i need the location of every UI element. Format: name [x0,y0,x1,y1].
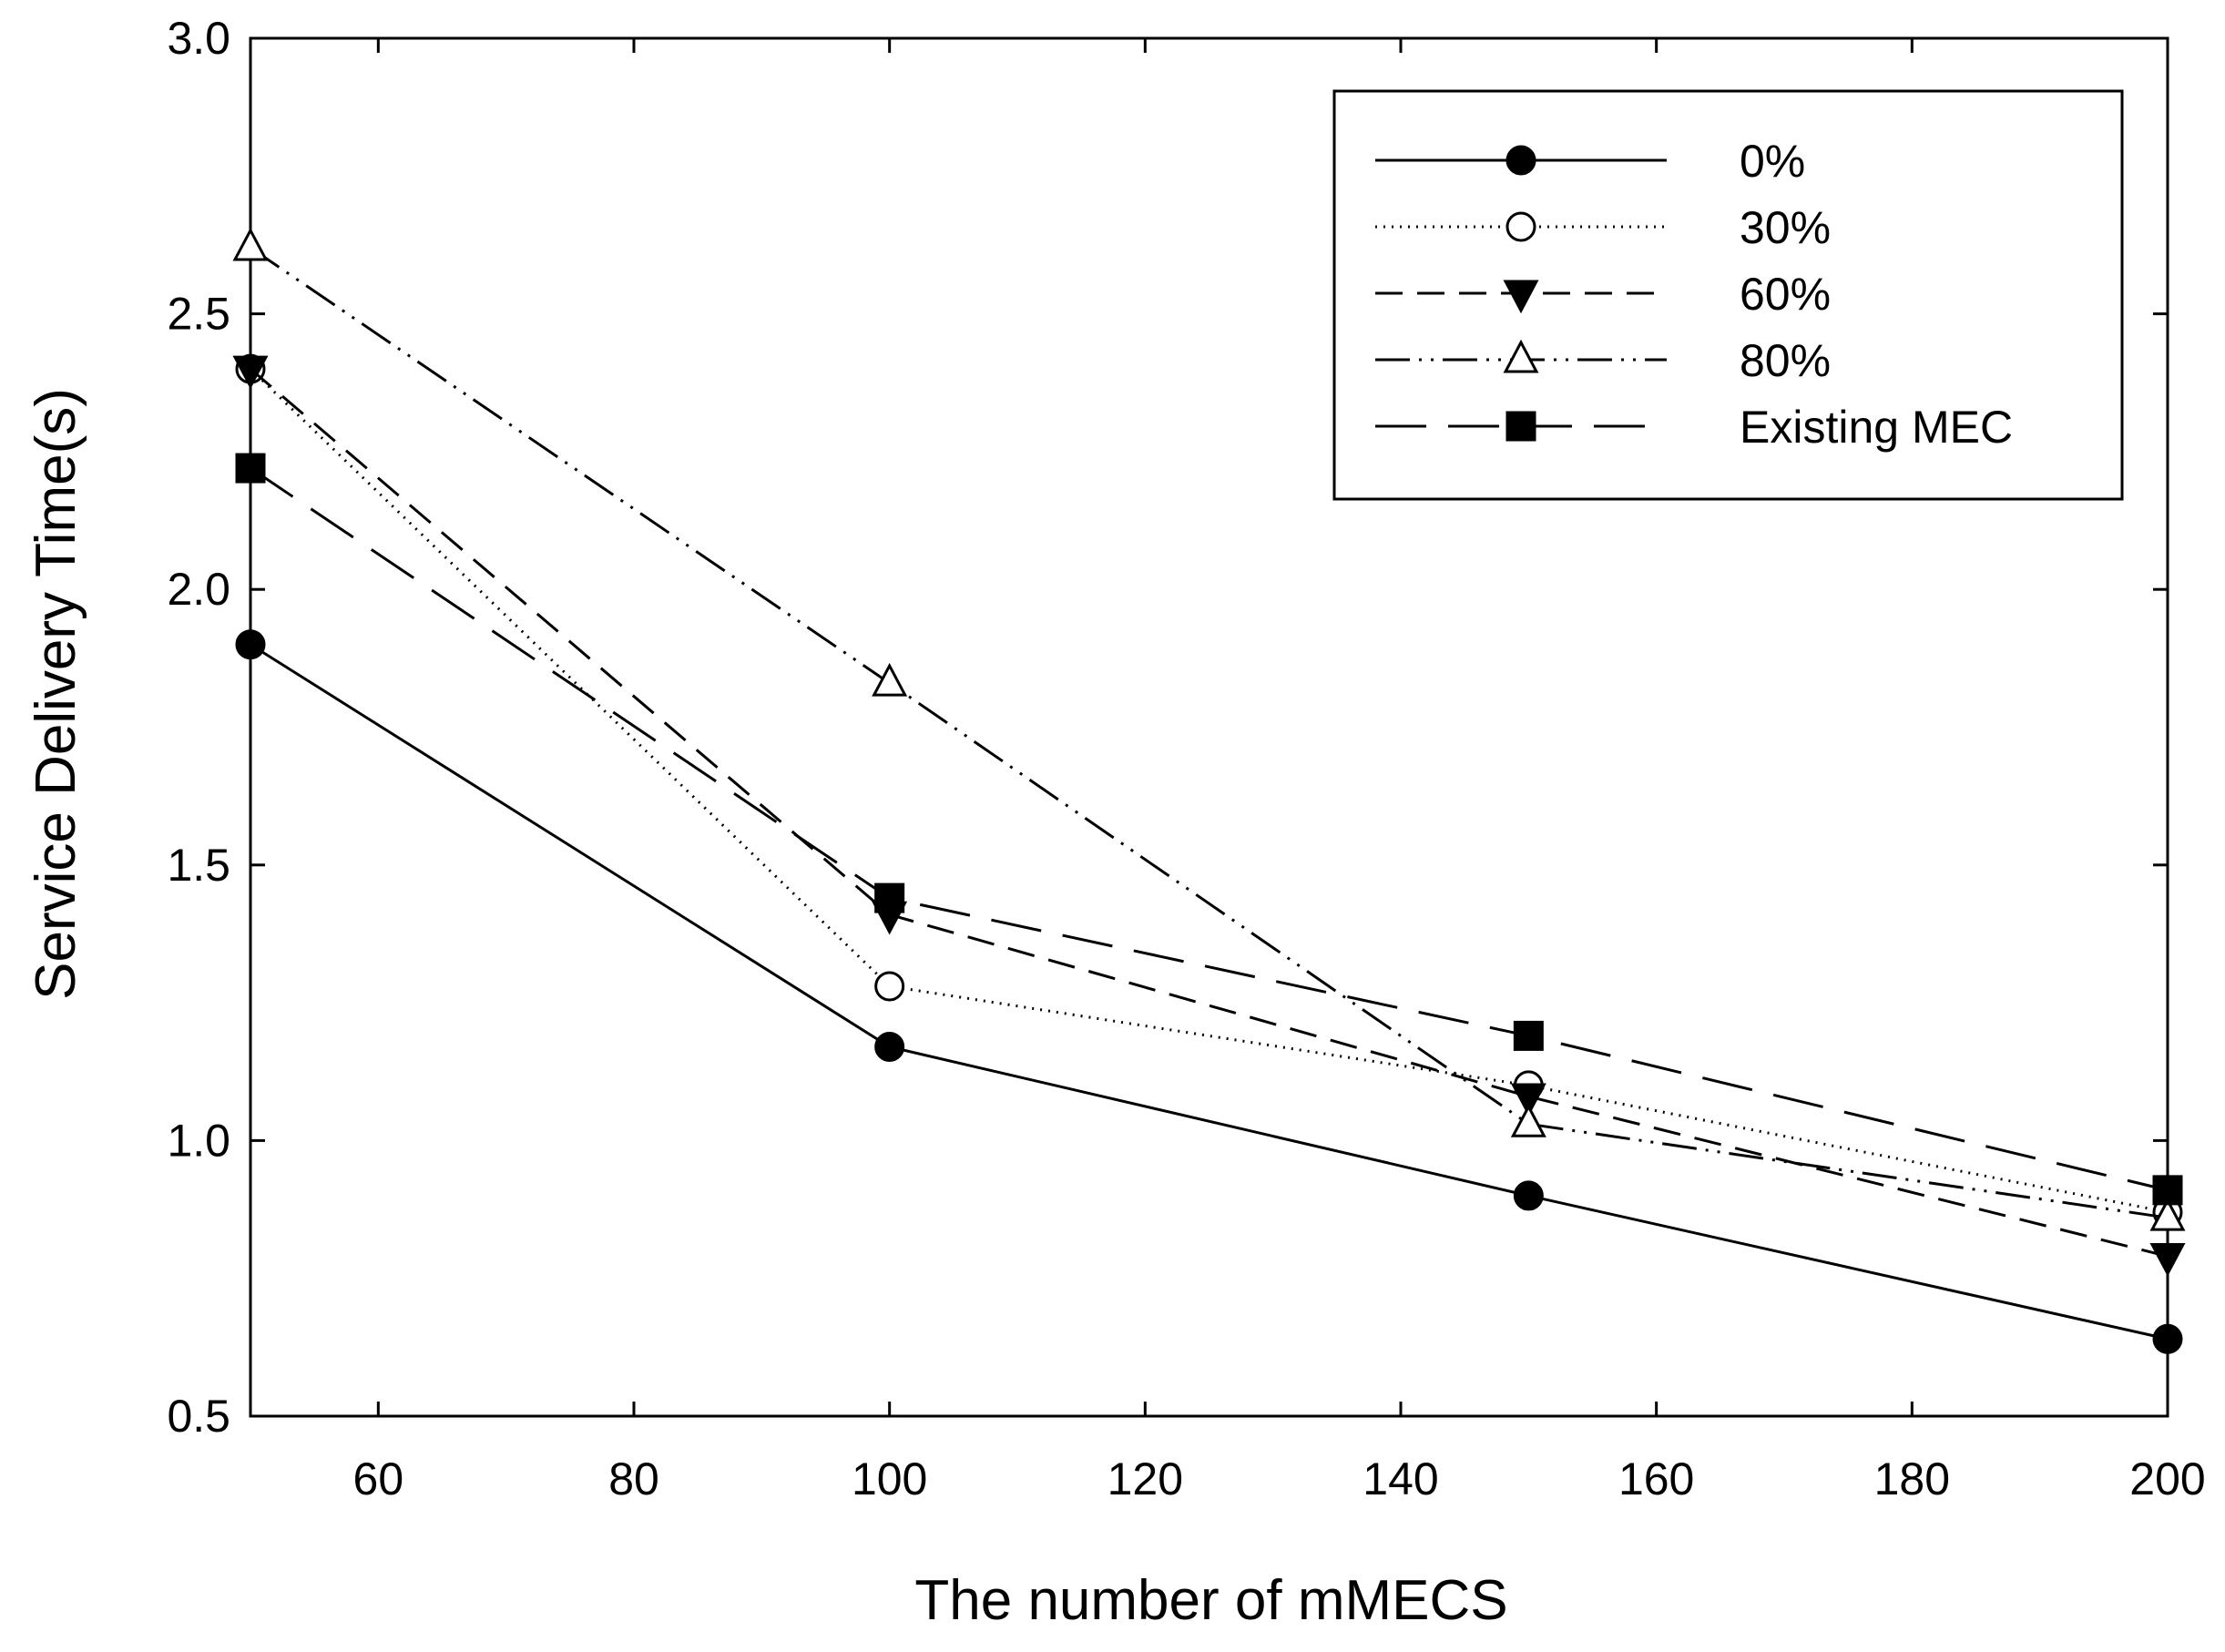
legend: 0% 30% 60% 80% Existing MEC [1332,89,2124,501]
legend-item: 30% [1375,202,1831,253]
plot-frame [249,36,2169,1418]
x-tick-label: 200 [2129,1453,2205,1504]
x-tick-label: 60 [353,1453,404,1504]
data-point [1513,1020,1544,1051]
y-tick-label: 1.5 [167,840,230,891]
series-line [250,367,2169,1258]
data-point [2149,1197,2186,1231]
x-tick-label: 180 [1874,1453,1950,1504]
series-4 [235,453,2183,1206]
x-tick-label: 120 [1107,1453,1183,1504]
data-point [2149,1242,2186,1277]
series-layer [232,227,2186,1354]
series-line [250,643,2169,1341]
y-tick-label: 1.0 [167,1115,230,1166]
legend-label: 30% [1740,202,1831,253]
data-point [874,1032,905,1063]
legend-label: 60% [1740,269,1831,320]
y-axis-title: Service Delivery Time(s) [25,388,87,1000]
legend-marker [1505,145,1536,176]
data-point [874,971,905,1002]
legend-marker [1505,211,1536,242]
legend-marker [1503,280,1539,314]
series-3 [232,227,2186,1231]
legend-label: 0% [1740,136,1805,187]
data-point [235,453,266,484]
x-axis-title: The number of mMECS [914,1569,1507,1632]
data-point [1510,1104,1546,1137]
data-point [232,227,269,261]
data-point [232,355,269,390]
y-tick-label: 2.5 [167,289,230,340]
legend-item: 60% [1375,269,1831,320]
legend-item: 80% [1375,335,1831,386]
data-point [1510,1083,1546,1117]
x-tick-label: 160 [1618,1453,1694,1504]
legend-item: Existing MEC [1375,402,2013,453]
x-tick-label: 140 [1363,1453,1438,1504]
y-tick-label: 2.0 [167,564,230,615]
legend-marker [1505,411,1536,442]
legend-label: 80% [1740,335,1831,386]
data-point [2152,1323,2183,1354]
data-point [874,882,905,913]
data-point [2152,1175,2183,1206]
series-0 [235,629,2183,1354]
data-point [872,662,908,697]
series-line [249,368,2169,1214]
series-line [250,466,2169,1192]
legend-item: 0% [1375,136,1805,187]
y-tick-label: 3.0 [167,13,230,64]
data-point [1513,1180,1544,1211]
axes: 0.5 1.0 1.5 2.0 2.5 3.0 60 80 100 120 140 160 180 200 [167,13,2205,1504]
x-tick-label: 80 [608,1453,659,1504]
legend-label: Existing MEC [1740,402,2013,453]
series-line [250,246,2169,1219]
legend-marker [1503,339,1539,373]
x-tick-label: 100 [852,1453,927,1504]
y-tick-label: 0.5 [167,1391,230,1442]
data-point [235,629,266,660]
